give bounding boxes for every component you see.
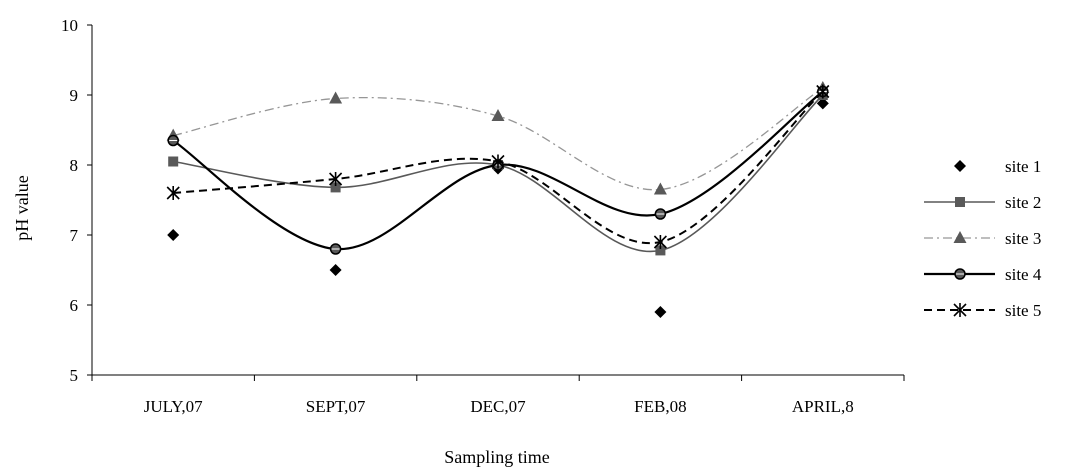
y-tick-label: 5 <box>70 366 79 385</box>
legend-entry: site 5 <box>924 301 1041 320</box>
data-point <box>329 264 342 276</box>
legend: site 1 site 2 site 3 site 4 site 5 <box>924 157 1042 320</box>
data-point <box>168 156 179 167</box>
legend-label: site 4 <box>1005 265 1042 284</box>
data-point <box>166 186 180 200</box>
y-tick-label: 8 <box>70 156 79 175</box>
data-point <box>653 182 667 195</box>
data-point <box>491 109 505 121</box>
series-line <box>173 87 824 191</box>
x-tick-label: APRIL,8 <box>792 397 854 416</box>
data-point <box>167 229 180 241</box>
data-point <box>816 84 830 99</box>
data-point <box>654 306 667 318</box>
data-point <box>655 245 666 256</box>
data-point <box>653 235 667 249</box>
y-tick-label: 9 <box>70 86 79 105</box>
y-tick-label: 6 <box>70 296 79 315</box>
x-tick-label: DEC,07 <box>470 397 526 416</box>
series-line <box>173 90 824 245</box>
x-tick-label: SEPT,07 <box>306 397 366 416</box>
series-site-3 <box>166 81 830 195</box>
legend-label: site 1 <box>1005 157 1041 176</box>
legend-marker <box>954 268 966 280</box>
data-point <box>329 243 342 255</box>
data-point <box>816 97 829 110</box>
data-point <box>330 182 341 193</box>
y-tick-label: 10 <box>61 16 78 35</box>
data-point <box>329 172 343 186</box>
legend-entry: site 2 <box>924 193 1041 212</box>
legend-marker <box>954 160 966 172</box>
y-axis-title: pH value <box>12 175 32 240</box>
x-tick-label: JULY,07 <box>144 397 203 416</box>
data-point <box>491 154 505 169</box>
legend-label: site 3 <box>1005 229 1041 248</box>
legend-entry: site 1 <box>954 157 1041 176</box>
legend-marker <box>955 197 965 207</box>
data-point <box>654 208 667 220</box>
legend-entry: site 4 <box>924 265 1042 284</box>
series-layer <box>166 81 830 318</box>
y-tick-label: 7 <box>70 226 79 245</box>
axes: 5 6 7 8 9 10 JULY,07 SEPT,07 DEC,07 FEB,08 APRIL,8 <box>61 16 905 416</box>
series-line <box>173 94 824 253</box>
x-tick-label: FEB,08 <box>634 397 686 416</box>
series-site-1 <box>167 97 829 318</box>
x-axis-title: Sampling time <box>444 447 550 467</box>
data-point <box>167 134 179 147</box>
series-site-5 <box>166 84 830 249</box>
data-point <box>329 91 343 104</box>
legend-marker <box>953 231 967 243</box>
legend-label: site 2 <box>1005 193 1041 212</box>
legend-marker <box>953 303 967 317</box>
legend-entry: site 3 <box>924 229 1041 248</box>
legend-label: site 5 <box>1005 301 1041 320</box>
